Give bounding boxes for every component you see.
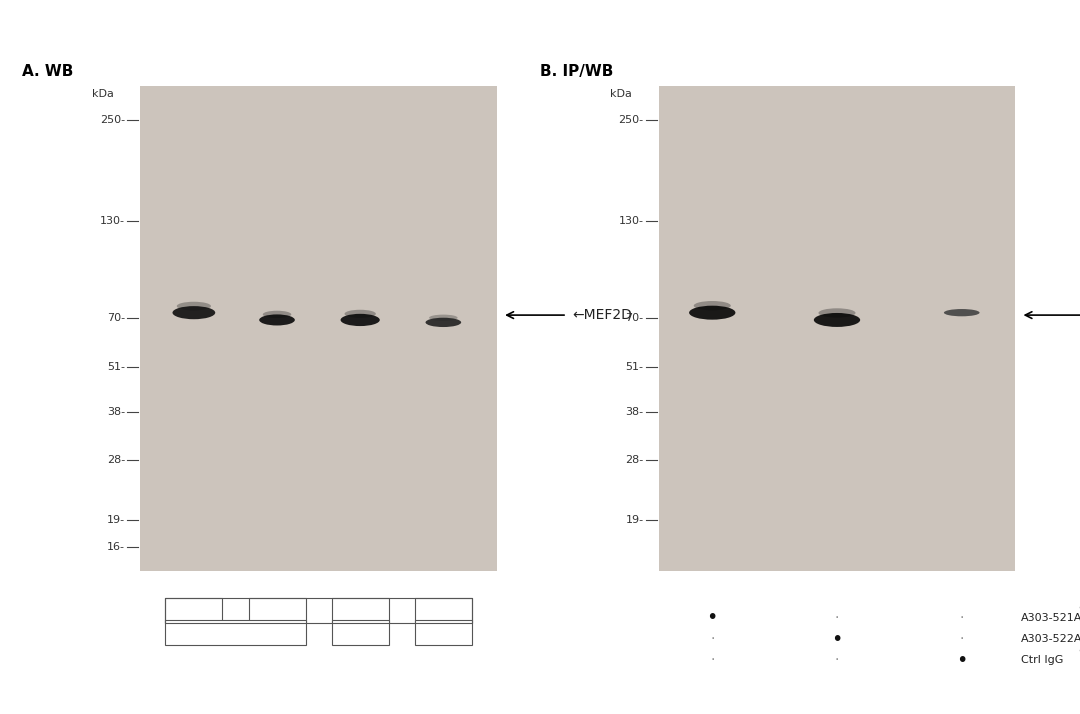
Text: B. IP/WB: B. IP/WB: [540, 64, 613, 79]
Text: 70-: 70-: [625, 313, 644, 323]
Text: A303-522A: A303-522A: [1021, 634, 1080, 644]
Text: ·: ·: [835, 653, 839, 668]
Bar: [140, 450, 497, 474]
Bar: [659, 377, 1015, 401]
Bar: [140, 304, 497, 328]
Bar: [659, 86, 1015, 110]
Bar: [140, 401, 497, 426]
Bar: [140, 231, 497, 256]
Text: T: T: [356, 627, 364, 637]
Bar: [140, 280, 497, 304]
Text: 250-: 250-: [619, 115, 644, 125]
Ellipse shape: [177, 302, 211, 311]
Text: 19-: 19-: [625, 516, 644, 526]
Text: J: J: [442, 627, 445, 637]
Bar: [659, 280, 1015, 304]
Bar: [140, 256, 497, 280]
Text: 28-: 28-: [107, 455, 125, 465]
Text: 51-: 51-: [625, 362, 644, 372]
Text: A303-521A: A303-521A: [1021, 613, 1080, 623]
Bar: [140, 134, 497, 159]
Text: •: •: [832, 630, 842, 648]
Bar: [659, 207, 1015, 231]
Text: 50: 50: [187, 605, 201, 615]
Bar: [659, 159, 1015, 183]
Bar: [140, 110, 497, 134]
Text: A. WB: A. WB: [22, 64, 73, 79]
Text: ·: ·: [710, 632, 715, 646]
Ellipse shape: [173, 306, 215, 319]
Text: 250-: 250-: [100, 115, 125, 125]
Bar: [659, 328, 1015, 353]
Text: Ctrl IgG: Ctrl IgG: [1021, 655, 1063, 665]
Ellipse shape: [262, 311, 292, 318]
Text: •: •: [956, 651, 968, 670]
Ellipse shape: [689, 306, 735, 320]
Text: 19-: 19-: [107, 516, 125, 526]
Bar: [659, 474, 1015, 498]
Bar: [659, 523, 1015, 547]
Bar: [140, 498, 497, 523]
Ellipse shape: [944, 309, 980, 316]
Bar: [659, 450, 1015, 474]
Text: 38-: 38-: [625, 408, 644, 418]
Text: 130-: 130-: [619, 216, 644, 226]
Bar: [140, 183, 497, 207]
Text: 28-: 28-: [625, 455, 644, 465]
Ellipse shape: [259, 314, 295, 326]
Text: kDa: kDa: [610, 89, 632, 99]
Bar: [140, 353, 497, 377]
Text: 50: 50: [353, 605, 367, 615]
Text: kDa: kDa: [92, 89, 113, 99]
Ellipse shape: [819, 308, 855, 318]
Bar: [659, 304, 1015, 328]
Text: ·: ·: [959, 632, 964, 646]
Text: 16-: 16-: [107, 542, 125, 552]
Ellipse shape: [345, 310, 376, 318]
Bar: [659, 231, 1015, 256]
Bar: [659, 110, 1015, 134]
Ellipse shape: [340, 314, 380, 326]
Text: •: •: [706, 608, 718, 627]
Bar: [140, 328, 497, 353]
Text: ·: ·: [959, 610, 964, 625]
Bar: [659, 183, 1015, 207]
Bar: [140, 474, 497, 498]
Text: ←MEF2D: ←MEF2D: [572, 308, 632, 322]
Text: ·: ·: [710, 653, 715, 668]
Text: 70-: 70-: [107, 313, 125, 323]
Bar: [140, 523, 497, 547]
Ellipse shape: [693, 301, 731, 311]
Bar: [659, 401, 1015, 426]
Bar: [140, 547, 497, 571]
Text: 50: 50: [436, 605, 450, 615]
Bar: [659, 498, 1015, 523]
Ellipse shape: [814, 313, 860, 327]
Text: 130-: 130-: [100, 216, 125, 226]
Bar: [140, 377, 497, 401]
Bar: [659, 256, 1015, 280]
Ellipse shape: [429, 315, 458, 321]
Text: ·: ·: [835, 610, 839, 625]
Text: 51-: 51-: [107, 362, 125, 372]
Bar: [659, 547, 1015, 571]
Bar: [659, 426, 1015, 450]
Bar: [140, 207, 497, 231]
Bar: [140, 86, 497, 110]
Bar: [140, 159, 497, 183]
Bar: [659, 353, 1015, 377]
Text: 38-: 38-: [107, 408, 125, 418]
Text: HeLa: HeLa: [221, 627, 249, 637]
Bar: [140, 426, 497, 450]
Ellipse shape: [426, 318, 461, 327]
Text: 15: 15: [270, 605, 284, 615]
Bar: [659, 134, 1015, 159]
